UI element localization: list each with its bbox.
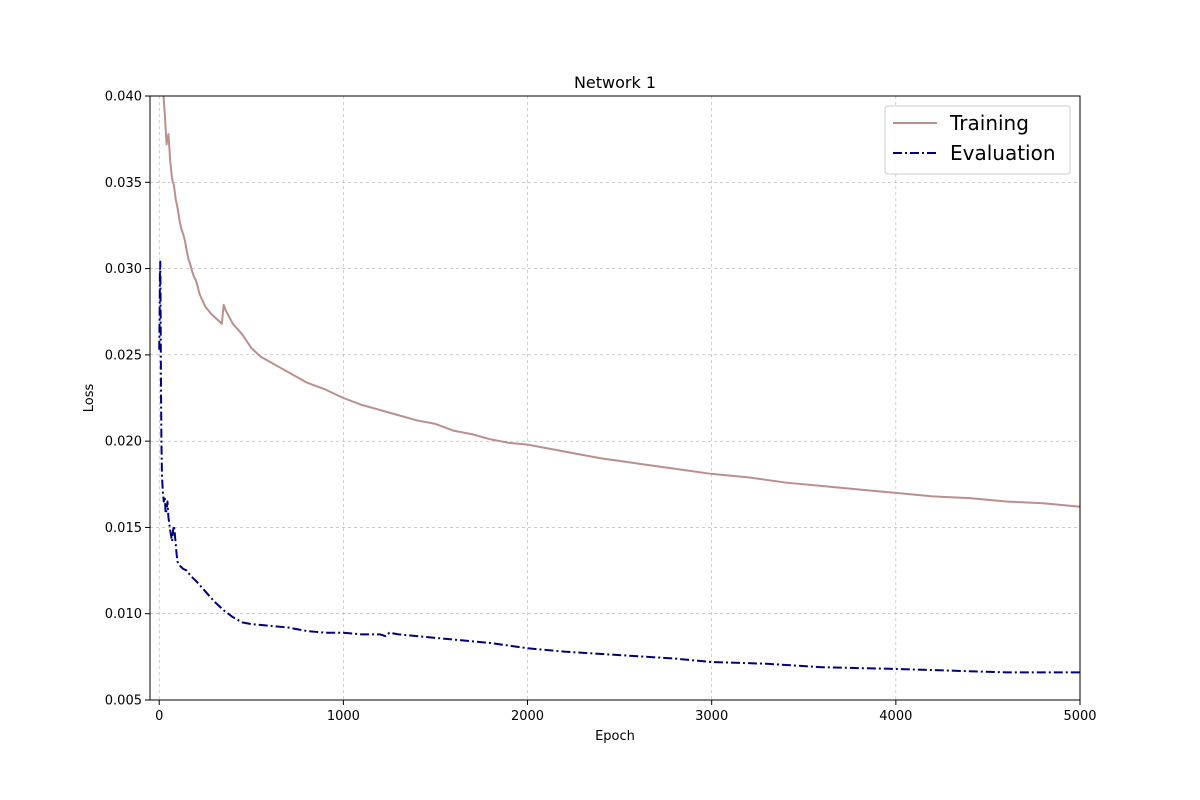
x-tick-label: 4000 xyxy=(879,709,912,724)
chart-title: Network 1 xyxy=(574,73,656,92)
series-line-training xyxy=(162,96,1080,508)
x-axis-label: Epoch xyxy=(595,729,635,744)
y-tick-label: 0.035 xyxy=(105,176,142,191)
y-tick-label: 0.015 xyxy=(105,521,142,536)
x-tick-label: 0 xyxy=(155,709,163,724)
y-axis-label: Loss xyxy=(82,384,97,413)
legend: Training Evaluation xyxy=(884,105,1071,175)
x-tick-label: 1000 xyxy=(327,709,360,724)
y-tick-label: 0.025 xyxy=(105,348,142,363)
plot-frame xyxy=(149,95,1081,701)
y-tick-label: 0.010 xyxy=(105,607,142,622)
y-tick-label: 0.040 xyxy=(105,90,142,105)
x-tick-label: 2000 xyxy=(511,709,544,724)
legend-label-training: Training xyxy=(949,111,1029,135)
axis-ticks: 0 1000 2000 3000 4000 5000 0.005 0.010 0.015 0.02… xyxy=(105,90,1097,725)
x-tick-label: 3000 xyxy=(695,709,728,724)
series-line-evaluation xyxy=(158,260,1080,674)
y-tick-label: 0.005 xyxy=(105,694,142,709)
y-tick-label: 0.020 xyxy=(105,435,142,450)
y-tick-label: 0.030 xyxy=(105,262,142,277)
x-tick-label: 5000 xyxy=(1063,709,1096,724)
series-layer xyxy=(158,96,1080,674)
legend-label-evaluation: Evaluation xyxy=(950,141,1056,165)
